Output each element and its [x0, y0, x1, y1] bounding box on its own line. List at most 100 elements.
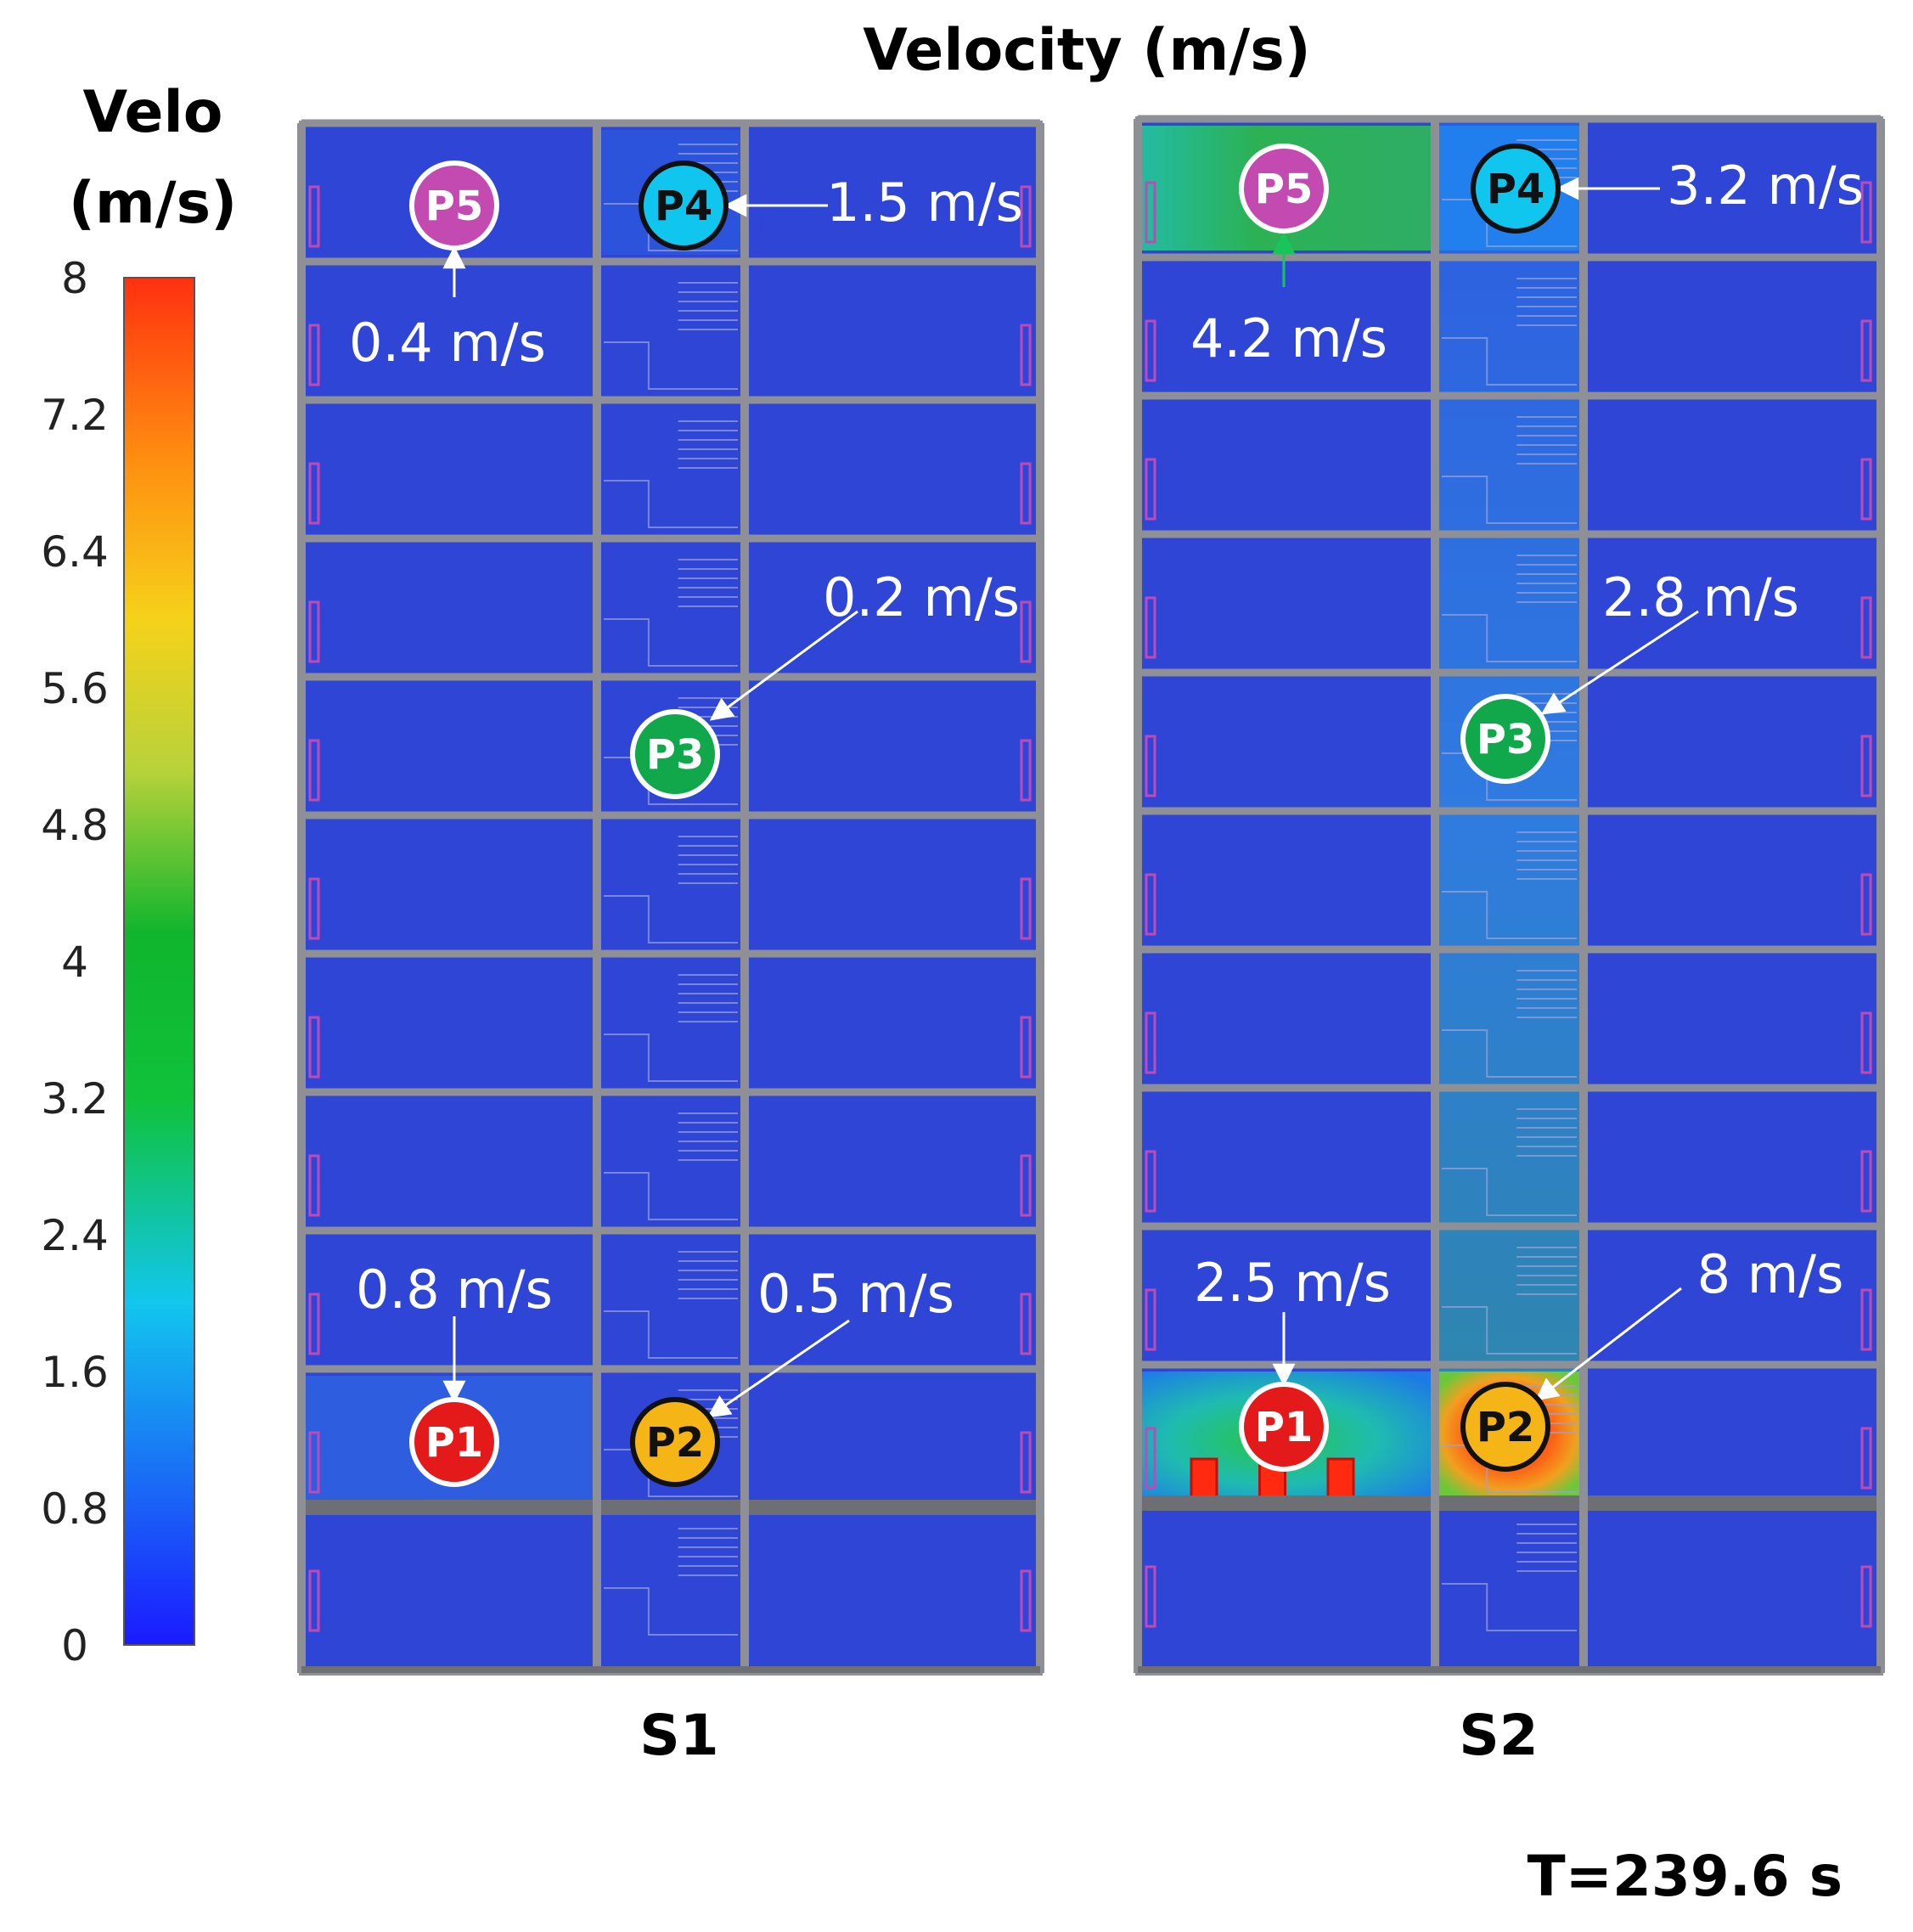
- window: [308, 1293, 320, 1355]
- annotations: 0.8 m/s P1 0.5 m/s P2 0.2 m/s P3 1.5 m/s P4 0.4 …: [349, 144, 1864, 1487]
- velocity-label: 4.2 m/s: [1190, 307, 1387, 369]
- floor-slab: [301, 1088, 1040, 1096]
- window: [308, 1431, 320, 1494]
- window: [1020, 462, 1032, 525]
- window: [308, 1016, 320, 1079]
- window: [1145, 1288, 1156, 1351]
- window: [1145, 181, 1156, 244]
- stair-landing: [1442, 614, 1577, 662]
- window: [1860, 873, 1872, 936]
- stair-landing: [604, 895, 738, 943]
- marker-circle: [630, 1397, 720, 1487]
- stair-landing: [1442, 476, 1577, 524]
- floor-slab: [301, 534, 1040, 543]
- stair-landing: [604, 1034, 738, 1082]
- marker-id: P4: [1487, 166, 1545, 213]
- marker-circle: [639, 161, 729, 251]
- velocity-label: 1.5 m/s: [826, 172, 1023, 234]
- marker-id: P4: [655, 183, 713, 230]
- marker-id: P2: [1477, 1404, 1535, 1451]
- window: [1860, 1288, 1872, 1351]
- floor-slab: [301, 1365, 1040, 1373]
- floor-slab: [1138, 1495, 1881, 1511]
- window: [1020, 185, 1032, 248]
- stair-landing: [604, 480, 738, 528]
- window: [1145, 458, 1156, 521]
- floor-slab: [301, 673, 1040, 681]
- marker-circle: [1460, 1382, 1550, 1472]
- ground-slab: [301, 1666, 1040, 1673]
- monitor-point-marker: P1: [409, 1397, 499, 1487]
- monitor-point-marker: P3: [630, 709, 720, 799]
- window: [1145, 1565, 1156, 1628]
- marker-circle: [1471, 144, 1561, 234]
- stair-landing: [1442, 337, 1577, 386]
- colorbar-tick-label: 5.6: [41, 664, 109, 713]
- stair-landing: [1442, 1029, 1577, 1078]
- floor-slab: [1138, 1360, 1881, 1369]
- floor-slab: [301, 396, 1040, 404]
- window: [1860, 458, 1872, 521]
- velocity-label: 0.4 m/s: [349, 312, 546, 374]
- window: [1145, 1011, 1156, 1074]
- floor-slab: [1138, 807, 1881, 815]
- window: [1145, 1150, 1156, 1213]
- marker-circle: [409, 161, 499, 251]
- window: [1020, 1154, 1032, 1217]
- floor-slab: [1138, 1222, 1881, 1231]
- monitor-point-marker: P4: [639, 161, 729, 251]
- fire-source: [1326, 1457, 1355, 1500]
- velocity-label: 3.2 m/s: [1667, 155, 1864, 217]
- monitor-point-marker: P5: [1239, 144, 1329, 234]
- wall: [593, 123, 601, 1673]
- panel-label-s2: S2: [1459, 1703, 1538, 1768]
- monitor-point-marker: P4: [1471, 144, 1561, 234]
- window: [1860, 1565, 1872, 1628]
- velocity-label: 2.8 m/s: [1602, 566, 1799, 628]
- window: [1860, 1427, 1872, 1490]
- floor-slab: [1138, 530, 1881, 538]
- window: [1020, 1569, 1032, 1632]
- monitor-point-marker: P3: [1460, 694, 1550, 784]
- colorbar-tick-label: 1.6: [41, 1348, 109, 1397]
- marker-circle: [1239, 144, 1329, 234]
- annotation-arrow: [1540, 610, 1699, 715]
- panel-label-s1: S1: [639, 1703, 718, 1768]
- window: [1860, 319, 1872, 382]
- colorbar: Velo (m/s) 8 7.2 6.4 5.6 4.8 4 3.2 2.4 1.6 0.8 0: [41, 79, 237, 1670]
- stair-landing: [1442, 1445, 1577, 1493]
- window: [1020, 600, 1032, 663]
- window: [308, 462, 320, 525]
- marker-id: P3: [1477, 716, 1535, 763]
- window: [308, 1569, 320, 1632]
- stair-landing: [1442, 1168, 1577, 1216]
- annotation-arrow: [1534, 1287, 1682, 1401]
- marker-circle: [1460, 694, 1550, 784]
- floor-slab: [1138, 253, 1881, 262]
- wall: [1579, 119, 1588, 1673]
- window: [1860, 596, 1872, 659]
- window: [1020, 324, 1032, 386]
- window: [1145, 735, 1156, 797]
- velocity-label: 0.2 m/s: [823, 566, 1020, 628]
- stair-landing: [1442, 891, 1577, 939]
- floor-slab: [301, 1500, 1040, 1515]
- colorbar-tick-label: 2.4: [41, 1211, 109, 1260]
- window: [1145, 319, 1156, 382]
- window: [308, 324, 320, 386]
- stair-landing: [604, 1587, 738, 1636]
- colorbar-tick-label: 4: [61, 938, 88, 987]
- velocity-label: 0.8 m/s: [356, 1259, 553, 1321]
- colorbar-tick-label: 4.8: [41, 801, 109, 850]
- marker-circle: [630, 709, 720, 799]
- monitor-point-marker: P5: [409, 161, 499, 251]
- colorbar-tick-label: 7.2: [41, 391, 109, 440]
- colorbar-tick-label: 8: [61, 254, 88, 303]
- window: [1020, 877, 1032, 940]
- stair-landing: [604, 618, 738, 667]
- window: [1860, 1011, 1872, 1074]
- figure-title: Velocity (m/s): [863, 17, 1311, 84]
- ground-slab: [1138, 1666, 1881, 1673]
- window: [1145, 596, 1156, 659]
